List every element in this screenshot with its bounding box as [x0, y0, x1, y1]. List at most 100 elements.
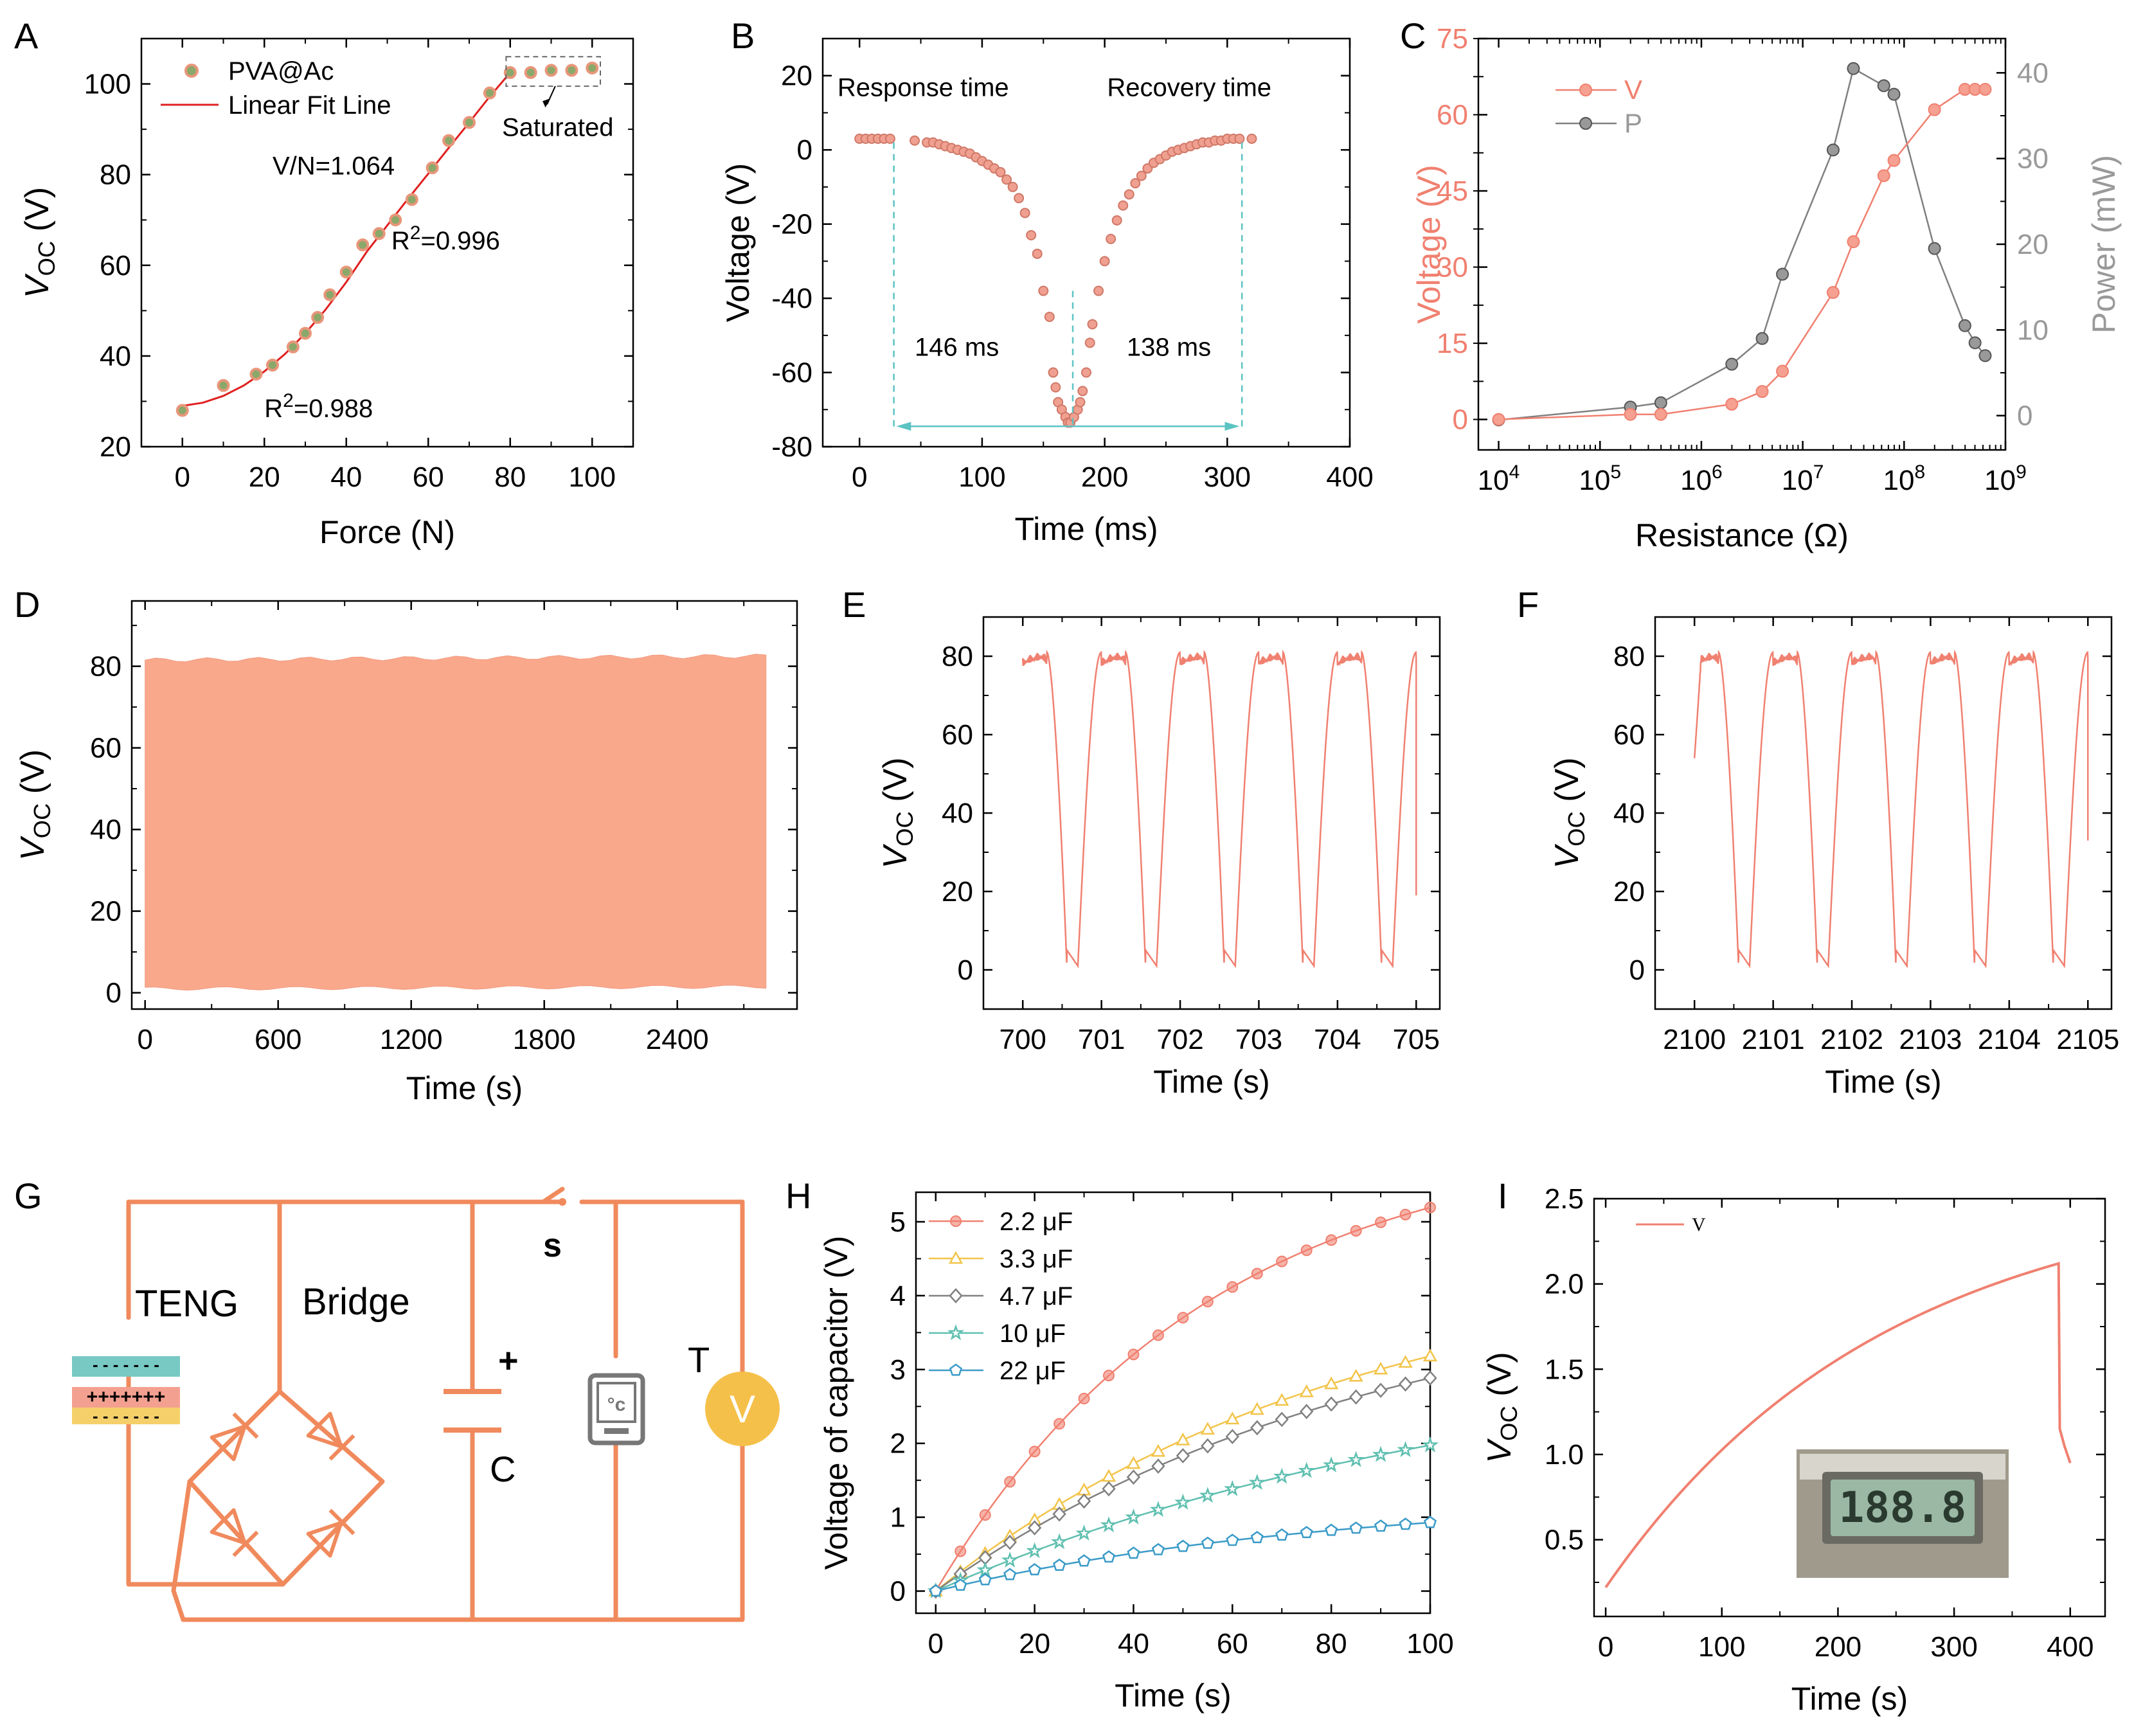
- data-point: [442, 134, 456, 147]
- y-tick-label: 1.5: [1545, 1354, 1584, 1385]
- x-tick-label: 705: [1393, 1024, 1440, 1055]
- diode-bar: [328, 1508, 355, 1535]
- x-tick-exp: 7: [1813, 461, 1824, 483]
- data-point: [1300, 1526, 1313, 1539]
- y-axis-label-sub: OC: [1563, 811, 1590, 846]
- y-tick-label: 20: [100, 431, 131, 463]
- data-point: [1001, 1551, 1019, 1568]
- data-point: [405, 193, 418, 206]
- data-point: [1028, 1445, 1041, 1458]
- plot-frame: [821, 37, 1351, 448]
- wire-gap-mask: [119, 1318, 125, 1356]
- y-tick-label: 0: [106, 978, 121, 1009]
- data-point-v: [1624, 407, 1637, 421]
- diode-triangle: [210, 1424, 247, 1462]
- annotation-response: Response time: [838, 73, 1009, 102]
- x-tick-label: 106: [1680, 461, 1723, 496]
- y-axis-label: VOC (V): [14, 749, 55, 861]
- data-point: [1224, 1480, 1241, 1496]
- x-tick-label: 105: [1579, 461, 1621, 496]
- data-point: [1374, 1383, 1388, 1399]
- data-point: [1136, 170, 1147, 181]
- legend-label-pva: PVA@Ac: [228, 57, 334, 85]
- x-tick-label: 200: [1815, 1631, 1861, 1663]
- data-point: [1149, 1501, 1167, 1517]
- legend-marker: [949, 1363, 963, 1376]
- y-axis-label-sub: OC: [33, 241, 60, 276]
- y-axis-label: Voltage of capacitor (V): [818, 1236, 854, 1570]
- data-point: [1127, 1546, 1140, 1559]
- panel-f: F 2100 2101 2102 2103 2104 2105 0 20 40 60 80 Time (…: [1517, 584, 2119, 1100]
- panel-letter: G: [14, 1176, 42, 1216]
- wire-top-right: [181, 1199, 745, 1622]
- data-point: [1075, 397, 1086, 407]
- x-axis-label: Time (s): [1825, 1064, 1941, 1100]
- data-point: [1423, 1516, 1437, 1528]
- data-point: [1019, 208, 1030, 219]
- y-tick-label: 0: [797, 134, 812, 166]
- data-point: [1077, 386, 1088, 397]
- y-tick-label: 2.0: [1545, 1269, 1584, 1300]
- data-point-v: [1978, 83, 1992, 96]
- x-tick-label: 1200: [380, 1024, 443, 1055]
- y-axis-label: VOC (V): [19, 187, 60, 298]
- data-point: [1118, 200, 1129, 211]
- y-tick-label: 20: [90, 896, 121, 927]
- legend-marker: [950, 1215, 962, 1227]
- legend-label: 22 μF: [1000, 1357, 1066, 1385]
- data-point: [1275, 1528, 1289, 1541]
- x-tick-base: 10: [1883, 465, 1914, 496]
- y-axis-label-v: V: [1481, 1438, 1518, 1463]
- data-point-p: [1847, 62, 1860, 75]
- fit-line: [182, 71, 511, 407]
- data-point: [1081, 367, 1091, 378]
- data-point: [1225, 1411, 1240, 1425]
- data-point: [1100, 1516, 1118, 1533]
- y-axis-label: Voltage (V): [1411, 165, 1447, 323]
- y-axis-label-sub: OC: [29, 803, 55, 839]
- x-tick-label: 40: [330, 461, 362, 493]
- data-point: [1372, 1445, 1390, 1462]
- thermometer-label: T: [688, 1339, 710, 1380]
- y-axis-label-unit: (V): [14, 749, 51, 803]
- plot-frame: [1593, 1197, 2106, 1618]
- data-point-v: [1725, 397, 1739, 411]
- y-tick-label: 3: [890, 1354, 906, 1386]
- data-point: [1044, 311, 1055, 322]
- data-point: [483, 86, 496, 100]
- x-axis-label: Time (s): [1153, 1064, 1269, 1100]
- data-point: [1099, 256, 1110, 267]
- data-point-v: [1654, 407, 1667, 421]
- x-tick-label: 300: [1204, 461, 1251, 493]
- voltmeter-label: V: [730, 1388, 755, 1431]
- annotation-146ms: 146 ms: [915, 334, 999, 362]
- legend-marker: [949, 1288, 963, 1303]
- data-point: [311, 310, 325, 324]
- data-point: [1174, 1493, 1192, 1510]
- data-point: [1422, 1348, 1438, 1362]
- data-point: [1225, 1429, 1239, 1444]
- diode-icon: [210, 1412, 259, 1462]
- y2-tick-label: 0: [2017, 400, 2032, 432]
- y-axis-label-unit: (V): [877, 757, 914, 811]
- x-tick-label: 100: [958, 461, 1005, 493]
- y-tick-label: 75: [1437, 23, 1468, 55]
- y-tick-label: 40: [100, 341, 131, 372]
- data-point: [1398, 1376, 1413, 1392]
- x-tick-label: 80: [494, 461, 526, 493]
- data-point-v: [1776, 364, 1789, 378]
- y-tick-label: 4: [890, 1280, 906, 1312]
- plot-frame: [130, 600, 798, 1010]
- diode-bar: [232, 1412, 259, 1439]
- y-tick-label: 45: [1437, 175, 1468, 207]
- legend-marker: [947, 1324, 965, 1341]
- y-tick-label: 0: [1629, 954, 1645, 986]
- data-point: [1275, 1411, 1289, 1427]
- data-point: [1050, 382, 1061, 393]
- y-tick-label: 20: [942, 876, 973, 908]
- r2-sup: 2: [410, 222, 421, 244]
- data-point: [1250, 1420, 1264, 1436]
- switch-contact: [559, 1198, 566, 1206]
